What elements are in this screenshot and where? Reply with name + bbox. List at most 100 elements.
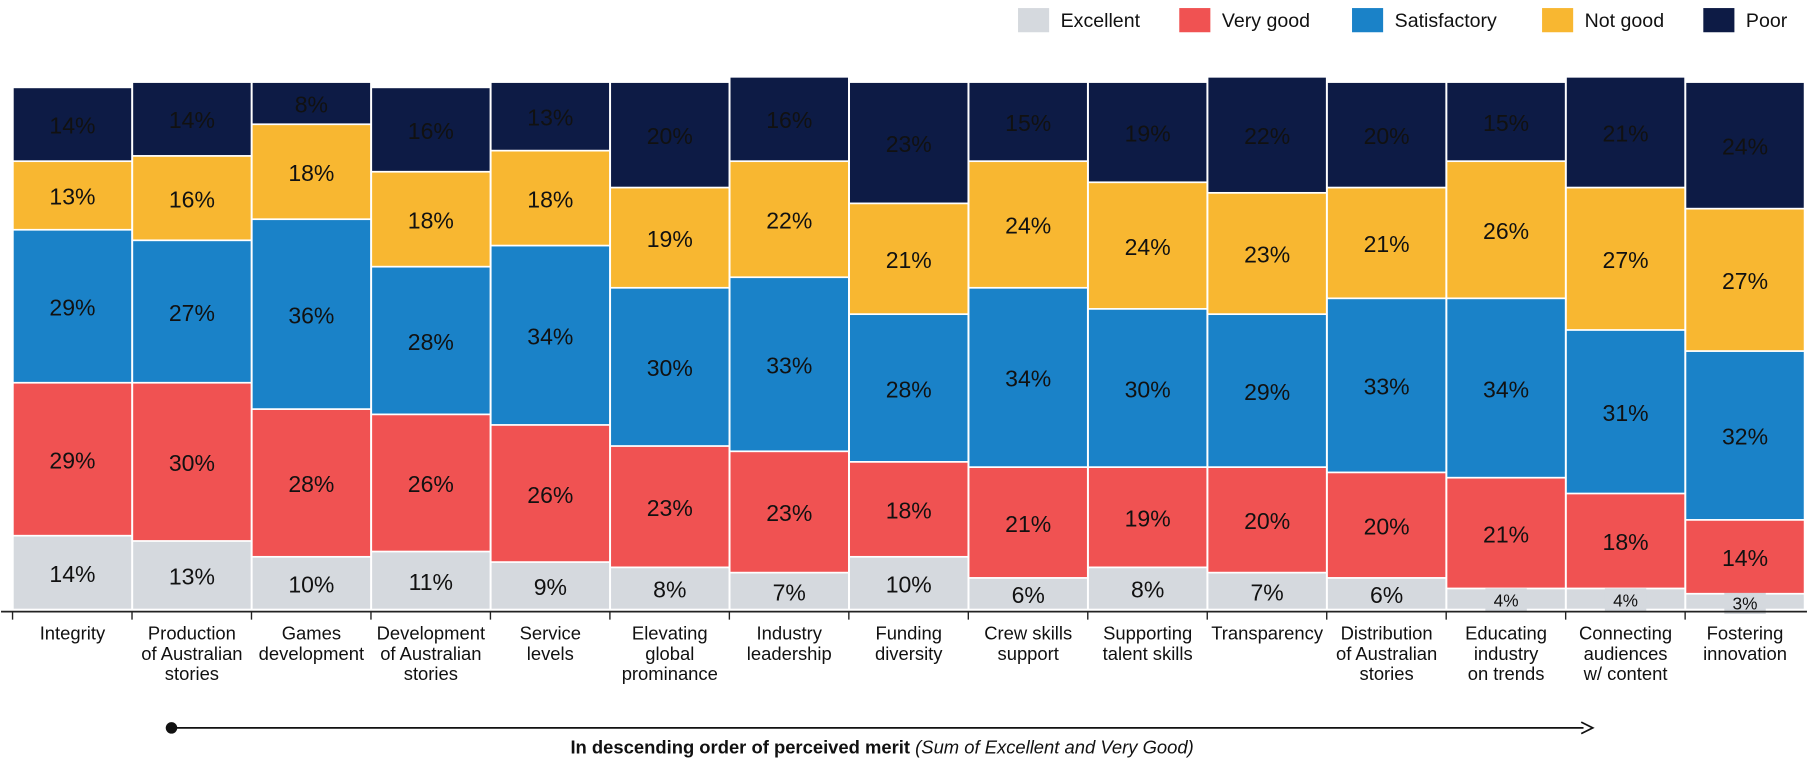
x-tick-label-line: Connecting xyxy=(1579,622,1672,643)
x-tick-label-line: leadership xyxy=(747,643,832,664)
x-tick-label-line: prominance xyxy=(622,663,718,684)
x-tick-label-line: Industry xyxy=(757,622,823,643)
x-tick-label-line: levels xyxy=(527,643,574,664)
value-label: 18% xyxy=(288,160,334,186)
value-label: 26% xyxy=(1483,218,1529,244)
value-label: 20% xyxy=(1364,513,1410,539)
bar-segment xyxy=(849,557,968,609)
value-label: 29% xyxy=(1244,379,1290,405)
value-label: 34% xyxy=(527,324,573,350)
annotation-italic: (Sum of Excellent and Very Good) xyxy=(915,736,1194,757)
bar-segment xyxy=(1686,520,1804,593)
bar-segment xyxy=(1088,82,1207,182)
label-box xyxy=(1485,588,1527,612)
bar-segment xyxy=(1447,162,1565,298)
bar-segment xyxy=(849,204,968,314)
bar-segment xyxy=(849,462,968,556)
bar-segment xyxy=(372,172,490,266)
bar-segment xyxy=(849,315,968,461)
legend-label: Satisfactory xyxy=(1395,10,1497,32)
value-label: 29% xyxy=(49,294,95,320)
value-label: 21% xyxy=(1005,511,1051,537)
value-label: 22% xyxy=(1244,123,1290,149)
value-label: 23% xyxy=(1244,242,1290,268)
bar-segment xyxy=(252,82,371,124)
value-label: 8% xyxy=(1131,577,1164,603)
x-tick-label-line: Service xyxy=(520,622,581,643)
x-tick-label: Funding diversity xyxy=(875,622,943,663)
value-label: 18% xyxy=(408,207,454,233)
value-label: 6% xyxy=(1012,582,1045,608)
bar-segment xyxy=(611,188,729,287)
bar-segment xyxy=(611,288,729,446)
bar-segment xyxy=(849,82,968,203)
x-tick-label-line: Elevating xyxy=(632,622,708,643)
value-label: 9% xyxy=(534,574,567,600)
value-label: 7% xyxy=(1251,579,1284,605)
bar-segment xyxy=(730,77,849,161)
x-tick-label-line: stories xyxy=(404,663,458,684)
value-label: 10% xyxy=(886,571,932,597)
x-tick-label-line: Fostering xyxy=(1707,622,1784,643)
x-tick-label-line: Supporting xyxy=(1103,622,1192,643)
value-label: 11% xyxy=(409,569,453,595)
value-label: 26% xyxy=(527,482,573,508)
bar-segment xyxy=(1088,309,1207,467)
value-label: 34% xyxy=(1483,376,1529,402)
value-label: 24% xyxy=(1005,213,1051,239)
x-tick-label-line: Development xyxy=(377,622,485,643)
bar-segment xyxy=(1088,468,1207,567)
annotation: In descending order of perceived merit (… xyxy=(570,736,1193,757)
value-label: 22% xyxy=(766,207,812,233)
x-tick-label-line: of Australian xyxy=(141,643,242,664)
legend-swatch xyxy=(1703,8,1735,33)
legend-swatch xyxy=(1179,8,1211,33)
x-tick-label-line: global xyxy=(645,643,694,664)
bar-segment xyxy=(13,88,132,161)
value-label: 10% xyxy=(288,571,334,597)
bar-segment xyxy=(1566,330,1685,493)
bar-segment xyxy=(252,220,371,409)
value-label: 24% xyxy=(1722,134,1768,160)
bar-segment xyxy=(969,82,1087,161)
bar-segment xyxy=(730,573,849,609)
x-tick-label-line: audiences xyxy=(1584,643,1668,664)
value-label: 18% xyxy=(527,186,573,212)
x-tick-label: Crew skills support xyxy=(984,622,1072,663)
value-label: 29% xyxy=(49,447,95,473)
x-tick-label-line: Crew skills xyxy=(984,622,1072,643)
value-label: 4% xyxy=(1494,591,1519,611)
value-label: 28% xyxy=(288,471,334,497)
value-label: 28% xyxy=(886,376,932,402)
value-label: 15% xyxy=(1483,110,1529,136)
x-tick-label: Industry leadership xyxy=(747,622,832,663)
x-tick-label-line: of Australian xyxy=(1336,643,1437,664)
value-label: 28% xyxy=(408,329,454,355)
value-label: 14% xyxy=(1722,545,1768,571)
value-label: 13% xyxy=(49,184,95,210)
x-tick-label-line: of Australian xyxy=(380,643,481,664)
bar-segment xyxy=(1208,77,1326,192)
value-label: 23% xyxy=(886,131,932,157)
bar-segment xyxy=(133,82,251,156)
bar-segment xyxy=(1686,82,1804,208)
bar-segment xyxy=(252,125,371,219)
value-label: 23% xyxy=(766,500,812,526)
bar-segment xyxy=(1327,578,1446,609)
value-label: 23% xyxy=(647,495,693,521)
arrow-head xyxy=(1580,721,1595,735)
bar-segment xyxy=(491,425,610,562)
value-label: 20% xyxy=(1364,123,1410,149)
bar-segment xyxy=(491,151,610,245)
value-label: 33% xyxy=(766,353,812,379)
annotation-bold: In descending order of perceived merit xyxy=(570,736,910,757)
plot: 14% 29% 29% 13% 14% 13% 30% 27% 16% 14% 10% 28% 36% 1… xyxy=(13,77,1804,615)
value-label: 32% xyxy=(1722,424,1768,450)
bar-segment xyxy=(969,288,1087,467)
value-label: 14% xyxy=(49,113,95,139)
x-tick-label: Transparency xyxy=(1211,622,1324,643)
value-label: 26% xyxy=(408,471,454,497)
x-tick-label-line: innovation xyxy=(1703,643,1787,664)
bar-segment xyxy=(252,409,371,556)
bar-segment xyxy=(969,162,1087,287)
